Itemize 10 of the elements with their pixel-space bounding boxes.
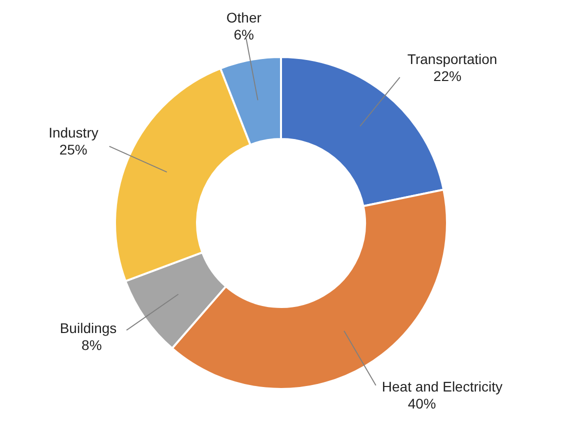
slice-label: Transportation xyxy=(407,51,498,68)
slice-label: Heat and Electricity xyxy=(382,378,503,395)
slice-label: Industry xyxy=(48,124,98,140)
data-label: 6% xyxy=(234,26,254,42)
data-label: 25% xyxy=(59,141,88,158)
slice-label: Buildings xyxy=(60,320,117,336)
data-label: 22% xyxy=(433,68,462,84)
data-label: 8% xyxy=(82,337,102,354)
slice-label: Other xyxy=(226,9,262,26)
data-label: 40% xyxy=(408,396,436,412)
